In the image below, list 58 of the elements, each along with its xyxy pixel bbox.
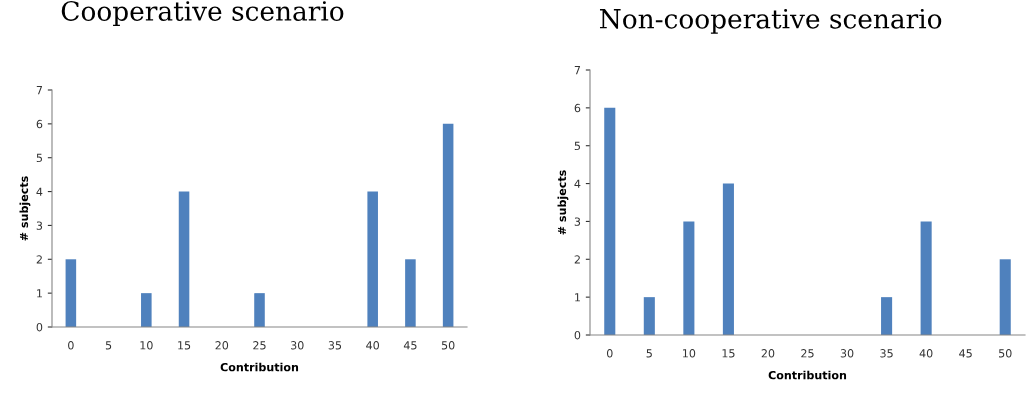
x-tick-label: 30 <box>840 349 854 358</box>
y-tick-label: 0 <box>574 330 581 340</box>
bar <box>881 297 893 335</box>
y-tick-label: 7 <box>36 86 43 95</box>
x-axis-title: Contribution <box>768 370 847 380</box>
x-axis-title: Contribution <box>220 362 299 372</box>
bar <box>920 221 932 335</box>
bar <box>604 107 616 335</box>
bar <box>405 259 416 327</box>
bar <box>442 123 454 327</box>
x-tick-label: 35 <box>880 349 893 358</box>
x-tick-label: 50 <box>441 341 455 350</box>
chart-title: Non-cooperative scenario <box>599 8 942 34</box>
x-tick-label: 35 <box>328 341 342 350</box>
x-tick-label: 0 <box>606 349 613 358</box>
x-tick-label: 40 <box>366 341 380 350</box>
y-tick-label: 1 <box>37 289 42 298</box>
y-tick-label: 3 <box>574 217 581 226</box>
x-tick-label: 25 <box>801 349 814 358</box>
x-tick-label: 50 <box>999 349 1012 358</box>
bar <box>367 191 378 327</box>
y-tick-label: 4 <box>36 187 43 196</box>
y-tick-label: 1 <box>575 293 580 302</box>
bar <box>999 259 1011 335</box>
y-tick-label: 2 <box>36 255 42 264</box>
x-tick-label: 10 <box>140 341 153 350</box>
chart-title: Cooperative scenario <box>61 0 344 27</box>
x-tick-label: 5 <box>646 349 652 358</box>
bar <box>178 191 190 327</box>
y-tick-label: 4 <box>574 179 581 188</box>
x-tick-label: 40 <box>919 349 933 358</box>
y-axis-title: # subjects <box>557 170 569 235</box>
x-tick-label: 45 <box>403 341 417 350</box>
y-tick-label: 6 <box>36 119 43 129</box>
x-tick-label: 25 <box>253 341 266 350</box>
y-tick-label: 0 <box>36 322 43 332</box>
y-tick-label: 3 <box>36 221 43 230</box>
bar <box>141 293 152 327</box>
y-tick-label: 5 <box>574 141 580 151</box>
x-tick-label: 10 <box>683 349 696 358</box>
bar <box>643 297 655 335</box>
x-tick-label: 20 <box>215 341 229 350</box>
bar <box>65 259 77 327</box>
bar <box>254 293 265 327</box>
x-tick-label: 0 <box>68 341 74 350</box>
x-tick-label: 15 <box>178 341 191 350</box>
y-tick-label: 7 <box>574 66 581 75</box>
x-tick-label: 30 <box>291 341 304 350</box>
y-tick-label: 5 <box>36 153 42 163</box>
y-axis-title: # subjects <box>19 176 31 241</box>
x-tick-label: 15 <box>722 349 735 358</box>
x-tick-label: 45 <box>959 349 972 358</box>
bar <box>683 221 695 335</box>
y-tick-label: 2 <box>574 255 580 264</box>
x-tick-label: 5 <box>105 341 112 350</box>
y-tick-label: 6 <box>574 103 581 113</box>
bar <box>722 183 734 335</box>
x-tick-label: 20 <box>761 349 775 358</box>
